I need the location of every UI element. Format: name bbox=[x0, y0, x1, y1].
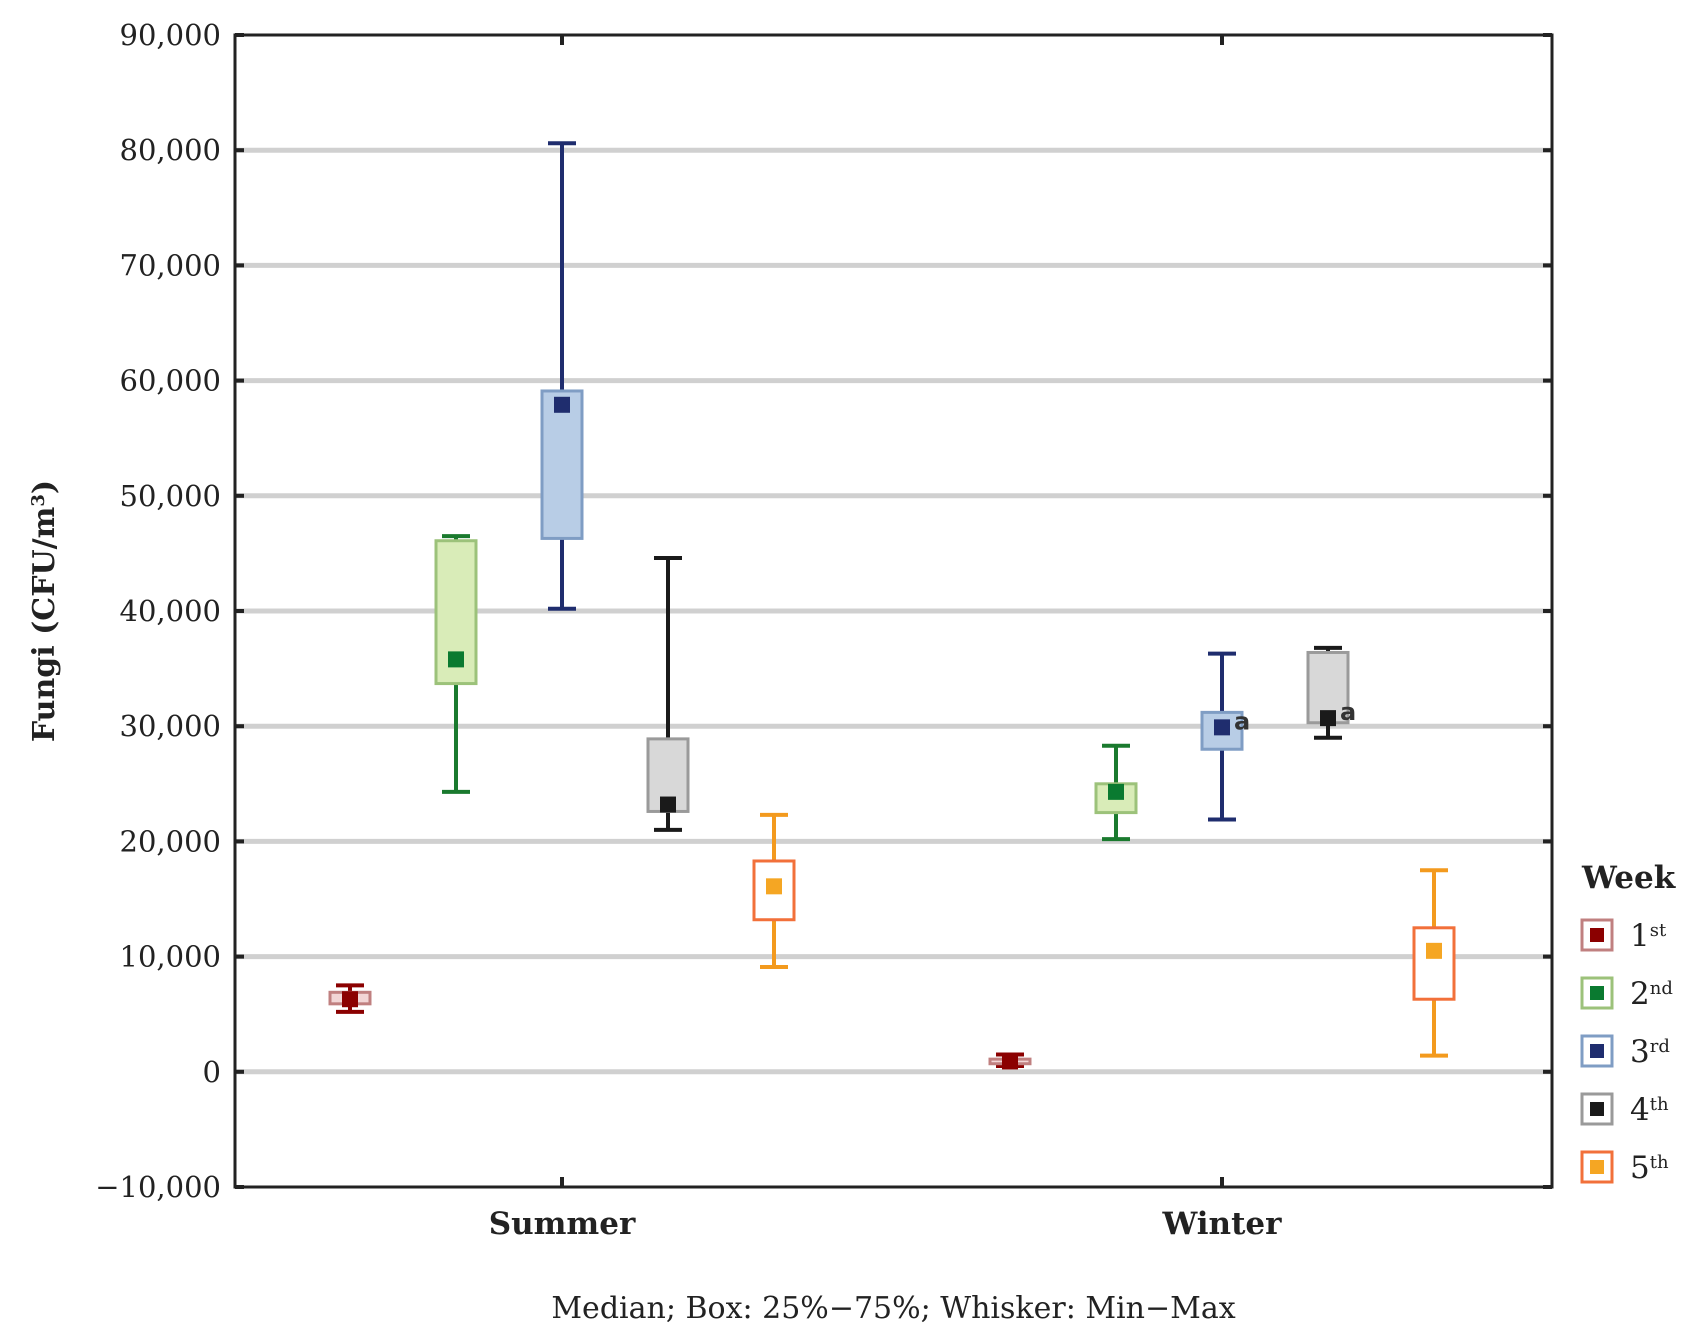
y-tick-label: 40,000 bbox=[120, 594, 221, 628]
legend-label: 1st bbox=[1630, 918, 1667, 954]
grid-lines bbox=[235, 147, 1552, 1075]
box-iqr bbox=[1412, 926, 1456, 1001]
legend-label-sup: st bbox=[1650, 920, 1667, 941]
legend-label: 5th bbox=[1630, 1150, 1669, 1186]
box-iqr bbox=[1200, 710, 1244, 751]
y-axis-title-suffix: ) bbox=[27, 480, 62, 494]
legend-entry: 5th bbox=[1580, 1150, 1669, 1186]
y-tick-label: 80,000 bbox=[120, 133, 221, 167]
box-marks bbox=[328, 141, 1456, 1070]
y-tick-label: 90,000 bbox=[120, 18, 221, 52]
box-group bbox=[1094, 743, 1138, 842]
legend-swatch-marker bbox=[1590, 986, 1604, 1000]
box-group bbox=[434, 534, 478, 794]
y-tick-label: −10,000 bbox=[95, 1170, 221, 1204]
legend-swatch-marker bbox=[1590, 1160, 1604, 1174]
box-group bbox=[1412, 868, 1456, 1058]
median-marker bbox=[1214, 719, 1230, 736]
axes: −10,000 0 10,000 20,000 30,000 40,000 50,000 60… bbox=[95, 18, 1552, 1242]
legend-label: 2nd bbox=[1630, 976, 1673, 1012]
legend-entry: 2nd bbox=[1580, 976, 1673, 1012]
y-axis-title-main: Fungi (CFU/m bbox=[27, 506, 62, 742]
box-group bbox=[1306, 645, 1350, 740]
x-category-label: Summer bbox=[489, 1206, 636, 1242]
legend-label: 3rd bbox=[1630, 1034, 1670, 1070]
y-tick-label: 60,000 bbox=[120, 364, 221, 398]
box-iqr bbox=[540, 389, 584, 540]
legend-label-sup: th bbox=[1650, 1152, 1669, 1173]
legend-label: 4th bbox=[1630, 1092, 1669, 1128]
box-group bbox=[1200, 651, 1244, 822]
box-group bbox=[540, 141, 584, 611]
legend-label-base: 2 bbox=[1630, 976, 1650, 1012]
legend-entry: 4th bbox=[1580, 1092, 1669, 1128]
y-tick-label: 30,000 bbox=[120, 709, 221, 743]
box-group bbox=[646, 556, 690, 832]
median-marker bbox=[342, 991, 358, 1008]
legend-label-sup: nd bbox=[1650, 978, 1673, 999]
median-marker bbox=[1002, 1053, 1018, 1070]
legend-swatch-marker bbox=[1590, 1102, 1604, 1116]
x-category-label: Winter bbox=[1162, 1206, 1283, 1242]
box-group bbox=[752, 812, 796, 969]
y-axis-title: Fungi (CFU/m3) bbox=[27, 480, 62, 742]
annotation-label: a bbox=[1234, 707, 1250, 735]
median-marker bbox=[660, 796, 676, 813]
annotation-label: a bbox=[1340, 698, 1356, 726]
box-group bbox=[328, 983, 372, 1014]
legend-swatch-marker bbox=[1590, 928, 1604, 942]
legend-entry: 1st bbox=[1580, 918, 1667, 954]
legend-title: Week bbox=[1581, 860, 1677, 896]
median-marker bbox=[766, 878, 782, 895]
y-tick-label: 50,000 bbox=[120, 479, 221, 513]
y-tick-label: 0 bbox=[203, 1055, 221, 1089]
y-tick-label: 10,000 bbox=[120, 940, 221, 974]
legend-swatch-marker bbox=[1590, 1044, 1604, 1058]
box-group bbox=[988, 1052, 1032, 1070]
y-tick-label: 70,000 bbox=[120, 248, 221, 282]
legend-label-base: 4 bbox=[1630, 1092, 1650, 1128]
median-marker bbox=[554, 396, 570, 413]
median-marker bbox=[1426, 942, 1442, 959]
y-axis-title-sup: 3 bbox=[28, 494, 49, 507]
median-marker bbox=[1320, 710, 1336, 727]
legend-label-sup: th bbox=[1650, 1094, 1669, 1115]
legend-entry: 3rd bbox=[1580, 1034, 1670, 1070]
legend-label-base: 5 bbox=[1630, 1150, 1650, 1186]
legend-label-base: 3 bbox=[1630, 1034, 1650, 1070]
y-tick-label: 20,000 bbox=[120, 824, 221, 858]
median-marker bbox=[1108, 783, 1124, 800]
legend-label-sup: rd bbox=[1650, 1036, 1670, 1057]
legend-label-base: 1 bbox=[1630, 918, 1650, 954]
chart-caption: Median; Box: 25%−75%; Whisker: Min−Max bbox=[551, 1291, 1235, 1326]
median-marker bbox=[448, 651, 464, 668]
